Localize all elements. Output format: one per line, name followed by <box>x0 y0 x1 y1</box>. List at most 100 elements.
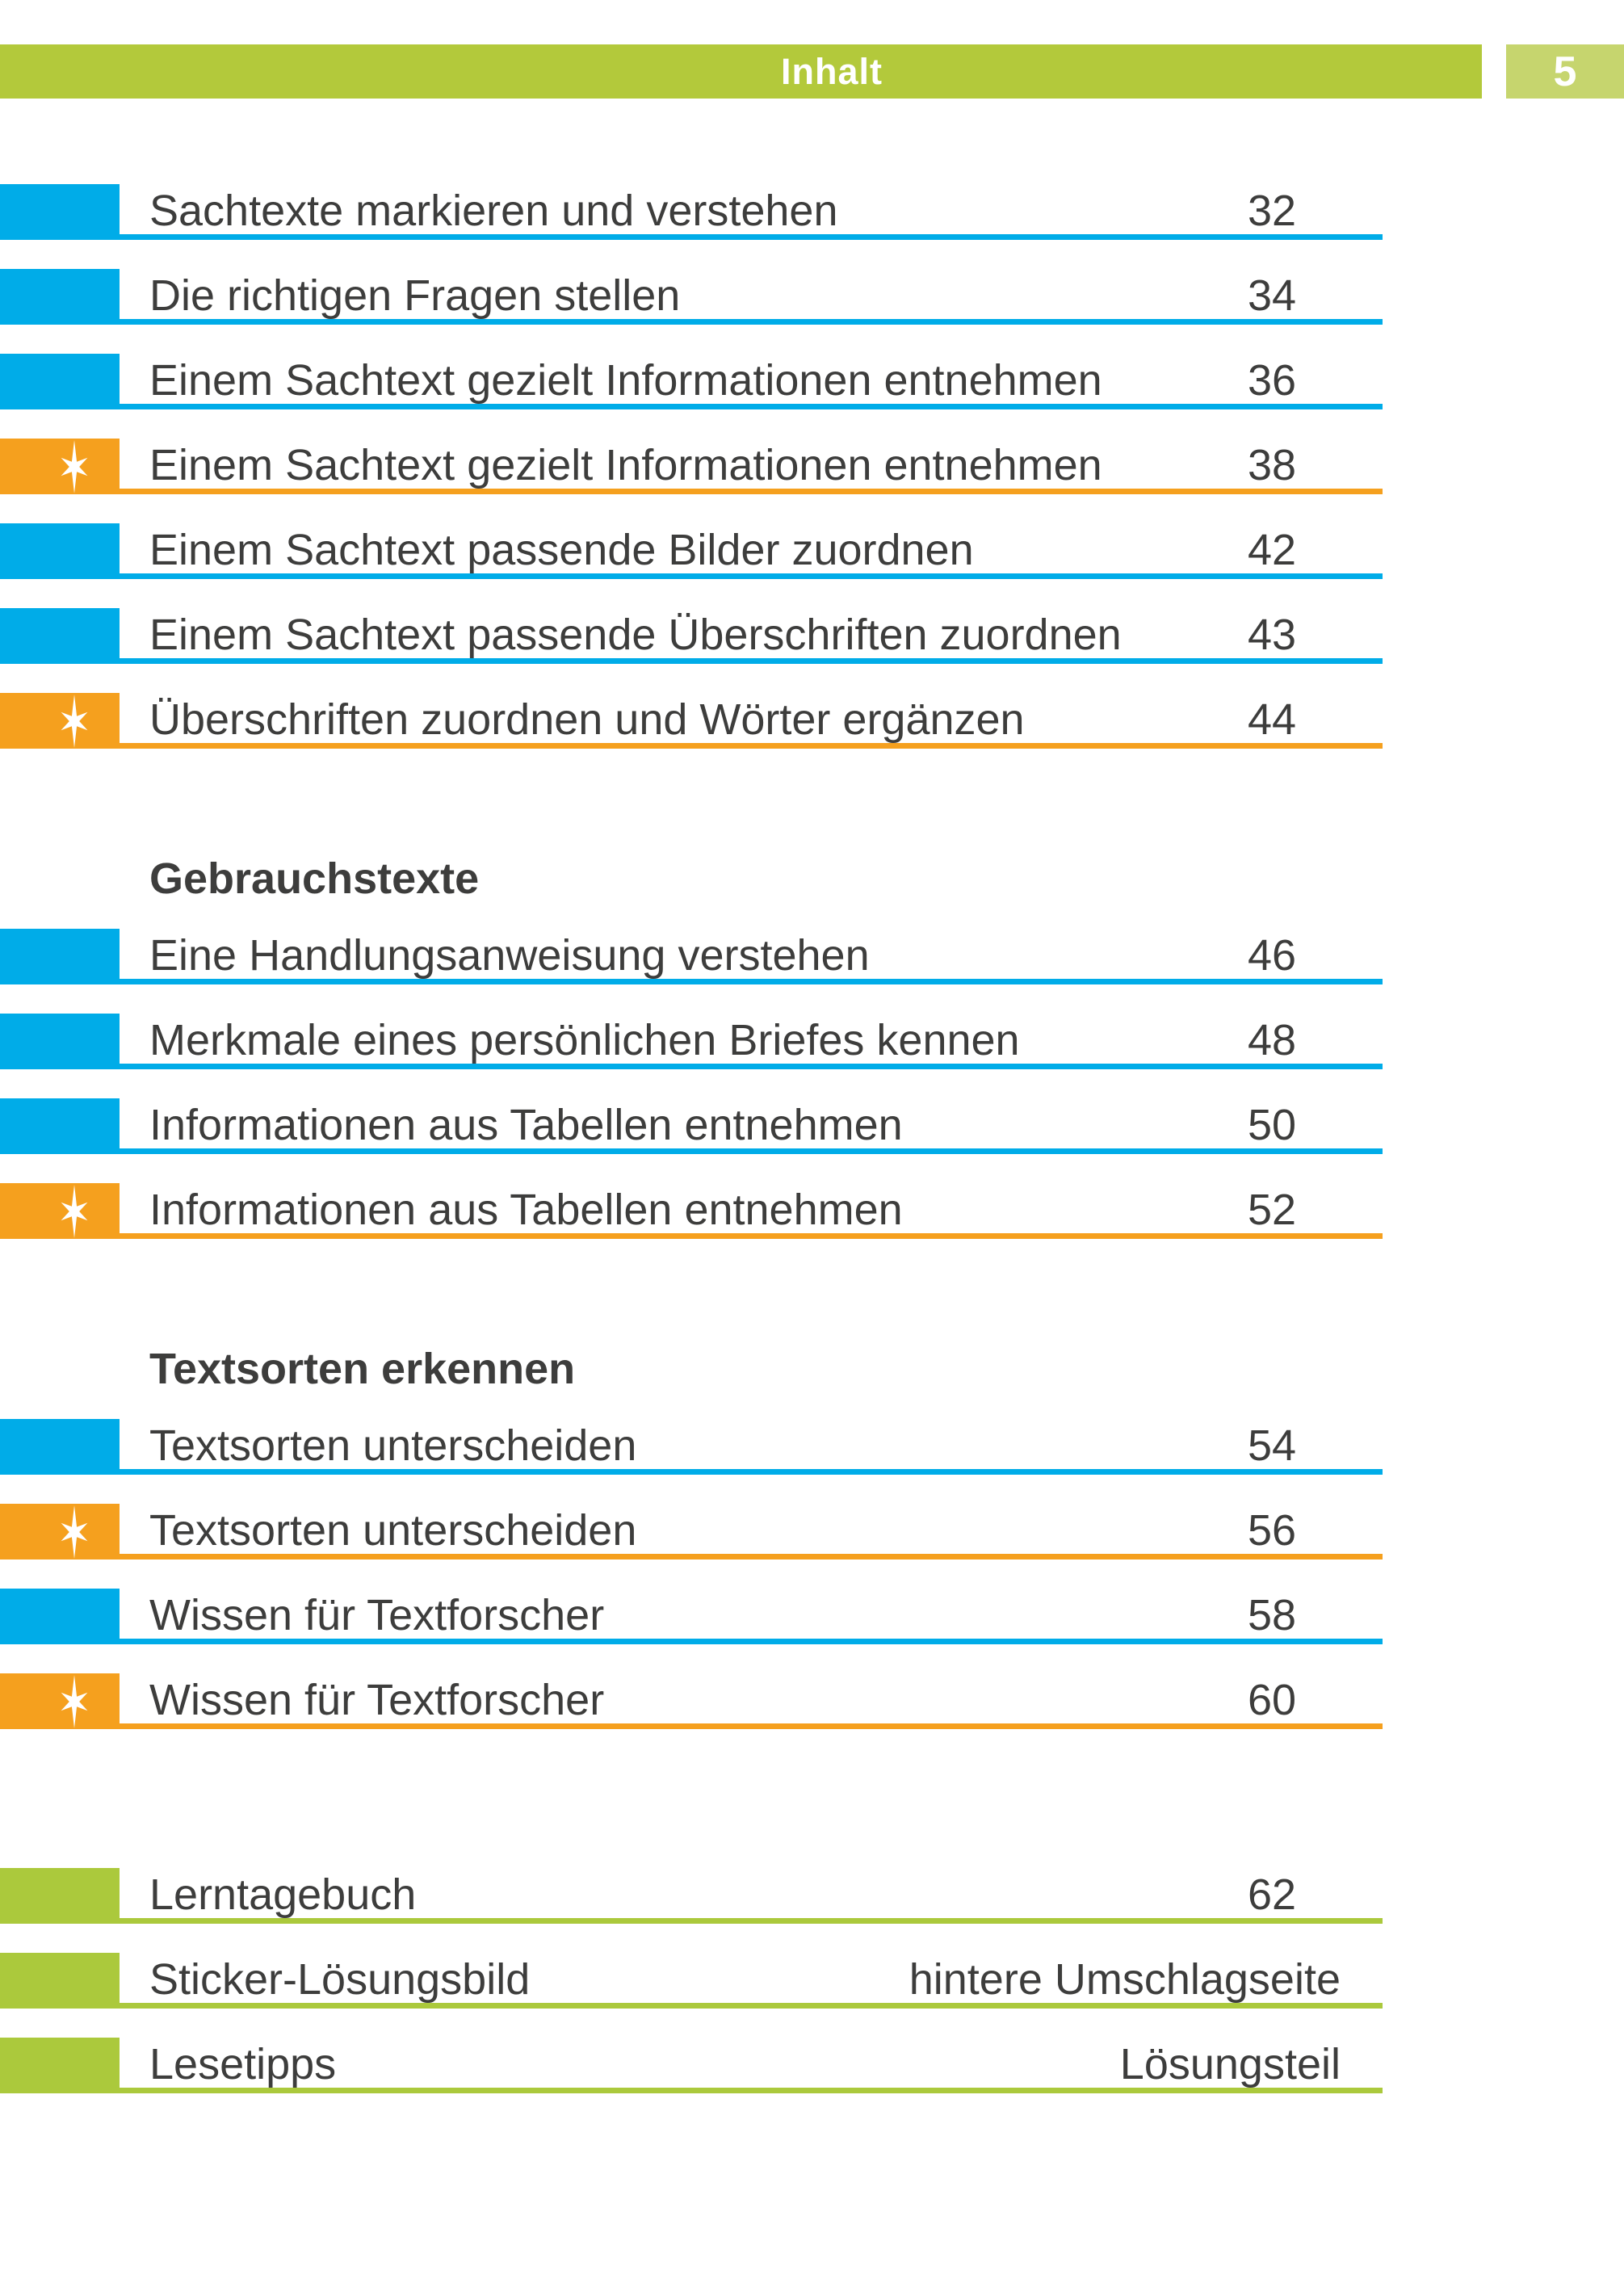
entry-color-block <box>0 269 120 325</box>
entry-title: Textsorten unterscheiden <box>149 1506 637 1555</box>
entry-page-ref: 44 <box>1247 695 1297 744</box>
entry-title: Lerntagebuch <box>149 1870 417 1919</box>
entry-title: Die richtigen Fragen stellen <box>149 271 681 320</box>
toc-entry: Lesetipps Lösungsteil <box>0 2038 1624 2093</box>
entry-page-ref: 38 <box>1247 441 1297 489</box>
entry-color-block <box>0 354 120 409</box>
entry-title: Eine Handlungsanweisung verstehen <box>149 931 870 980</box>
entry-title: Einem Sachtext gezielt Informationen ent… <box>149 356 1102 405</box>
entry-color-block <box>0 693 120 749</box>
entry-rule <box>0 658 1383 664</box>
entry-rule <box>0 1148 1383 1154</box>
entry-title: Sticker-Lösungsbild <box>149 1955 531 2004</box>
entry-title: Sachtexte markieren und verstehen <box>149 187 838 235</box>
toc-entry: Einem Sachtext gezielt Informationen ent… <box>0 354 1624 409</box>
toc-entry: Einem Sachtext gezielt Informationen ent… <box>0 439 1624 494</box>
toc-entry: Textsorten unterscheiden 56 <box>0 1504 1624 1559</box>
toc-entry: Einem Sachtext passende Überschriften zu… <box>0 608 1624 664</box>
entry-title: Merkmale eines persönlichen Briefes kenn… <box>149 1016 1020 1064</box>
entry-color-block <box>0 1098 120 1154</box>
toc-entry: Informationen aus Tabellen entnehmen 52 <box>0 1183 1624 1239</box>
entry-page-ref: 34 <box>1247 271 1297 320</box>
entry-title: Lesetipps <box>149 2040 337 2088</box>
entry-page-ref: 48 <box>1247 1016 1297 1064</box>
entry-page-ref: 56 <box>1247 1506 1297 1555</box>
toc-entry: Überschriften zuordnen und Wörter ergänz… <box>0 693 1624 749</box>
entry-color-block <box>0 1868 120 1924</box>
entry-page-ref: 50 <box>1247 1101 1297 1149</box>
toc-entry: Merkmale eines persönlichen Briefes kenn… <box>0 1014 1624 1069</box>
entry-title: Informationen aus Tabellen entnehmen <box>149 1186 903 1234</box>
entry-color-block <box>0 1953 120 2009</box>
entry-rule <box>0 1233 1383 1239</box>
entry-title: Wissen für Textforscher <box>149 1676 605 1724</box>
toc-entry: Einem Sachtext passende Bilder zuordnen 4… <box>0 523 1624 579</box>
toc-entry: Sticker-Lösungsbild hintere Umschlagseite <box>0 1953 1624 2009</box>
toc-entry: Wissen für Textforscher 58 <box>0 1589 1624 1644</box>
entry-color-block <box>0 1183 120 1239</box>
section-heading: Gebrauchstexte <box>149 854 480 903</box>
entry-page-ref: 36 <box>1247 356 1297 405</box>
entry-rule <box>0 1639 1383 1644</box>
entry-rule <box>0 2003 1383 2009</box>
page-number: 5 <box>1553 48 1577 95</box>
entry-rule <box>0 404 1383 409</box>
entry-color-block <box>0 608 120 664</box>
entry-color-block <box>0 184 120 240</box>
entry-title: Überschriften zuordnen und Wörter ergänz… <box>149 695 1025 744</box>
star-icon <box>61 1505 88 1559</box>
entry-title: Informationen aus Tabellen entnehmen <box>149 1101 903 1149</box>
entry-rule <box>0 743 1383 749</box>
entry-page-ref: 42 <box>1247 526 1297 574</box>
entry-rule <box>0 1064 1383 1069</box>
toc-entry: Textsorten unterscheiden 54 <box>0 1419 1624 1475</box>
entry-title: Einem Sachtext gezielt Informationen ent… <box>149 441 1102 489</box>
toc-list: Sachtexte markieren und verstehen 32 Die r… <box>0 184 1624 2122</box>
entry-page-ref: 60 <box>1247 1676 1297 1724</box>
entry-color-block <box>0 1589 120 1644</box>
entry-page-ref: 32 <box>1247 187 1297 235</box>
entry-title: Wissen für Textforscher <box>149 1591 605 1639</box>
entry-page-ref: 46 <box>1247 931 1297 980</box>
toc-entry: Sachtexte markieren und verstehen 32 <box>0 184 1624 240</box>
entry-rule <box>0 1469 1383 1475</box>
entry-title: Einem Sachtext passende Überschriften zu… <box>149 611 1122 659</box>
toc-entry: Lerntagebuch 62 <box>0 1868 1624 1924</box>
entry-page-ref: 58 <box>1247 1591 1297 1639</box>
toc-section: Textsorten erkennen Textsorten unterschei… <box>0 1346 1624 1729</box>
toc-entry: Die richtigen Fragen stellen 34 <box>0 269 1624 325</box>
entry-color-block <box>0 929 120 984</box>
page-title: Inhalt <box>781 50 883 92</box>
entry-rule <box>0 979 1383 984</box>
page-number-badge: 5 <box>1506 44 1624 99</box>
section-heading: Textsorten erkennen <box>149 1345 576 1393</box>
entry-color-block <box>0 1504 120 1559</box>
star-icon <box>61 694 88 748</box>
entry-page-ref: Lösungsteil <box>1119 2040 1341 2088</box>
entry-rule <box>0 1918 1383 1924</box>
entry-page-ref: hintere Umschlagseite <box>909 1955 1341 2004</box>
toc-entry: Eine Handlungsanweisung verstehen 46 <box>0 929 1624 984</box>
entry-color-block <box>0 1673 120 1729</box>
entry-rule <box>0 1554 1383 1559</box>
entry-rule <box>0 573 1383 579</box>
toc-section: Lerntagebuch 62 Sticker-Lösungsbild hintere… <box>0 1868 1624 2093</box>
toc-entry: Wissen für Textforscher 60 <box>0 1673 1624 1729</box>
entry-color-block <box>0 1419 120 1475</box>
entry-rule <box>0 319 1383 325</box>
entry-page-ref: 62 <box>1247 1870 1297 1919</box>
toc-section: Gebrauchstexte Eine Handlungsanweisung ve… <box>0 856 1624 1239</box>
entry-rule <box>0 1723 1383 1729</box>
entry-rule <box>0 2088 1383 2093</box>
entry-page-ref: 43 <box>1247 611 1297 659</box>
entry-page-ref: 52 <box>1247 1186 1297 1234</box>
toc-section: Sachtexte markieren und verstehen 32 Die r… <box>0 184 1624 749</box>
entry-color-block <box>0 523 120 579</box>
entry-page-ref: 54 <box>1247 1421 1297 1470</box>
star-icon <box>61 439 88 493</box>
header-bar: Inhalt <box>0 44 1482 99</box>
entry-color-block <box>0 439 120 494</box>
entry-title: Textsorten unterscheiden <box>149 1421 637 1470</box>
entry-rule <box>0 234 1383 240</box>
entry-title: Einem Sachtext passende Bilder zuordnen <box>149 526 974 574</box>
